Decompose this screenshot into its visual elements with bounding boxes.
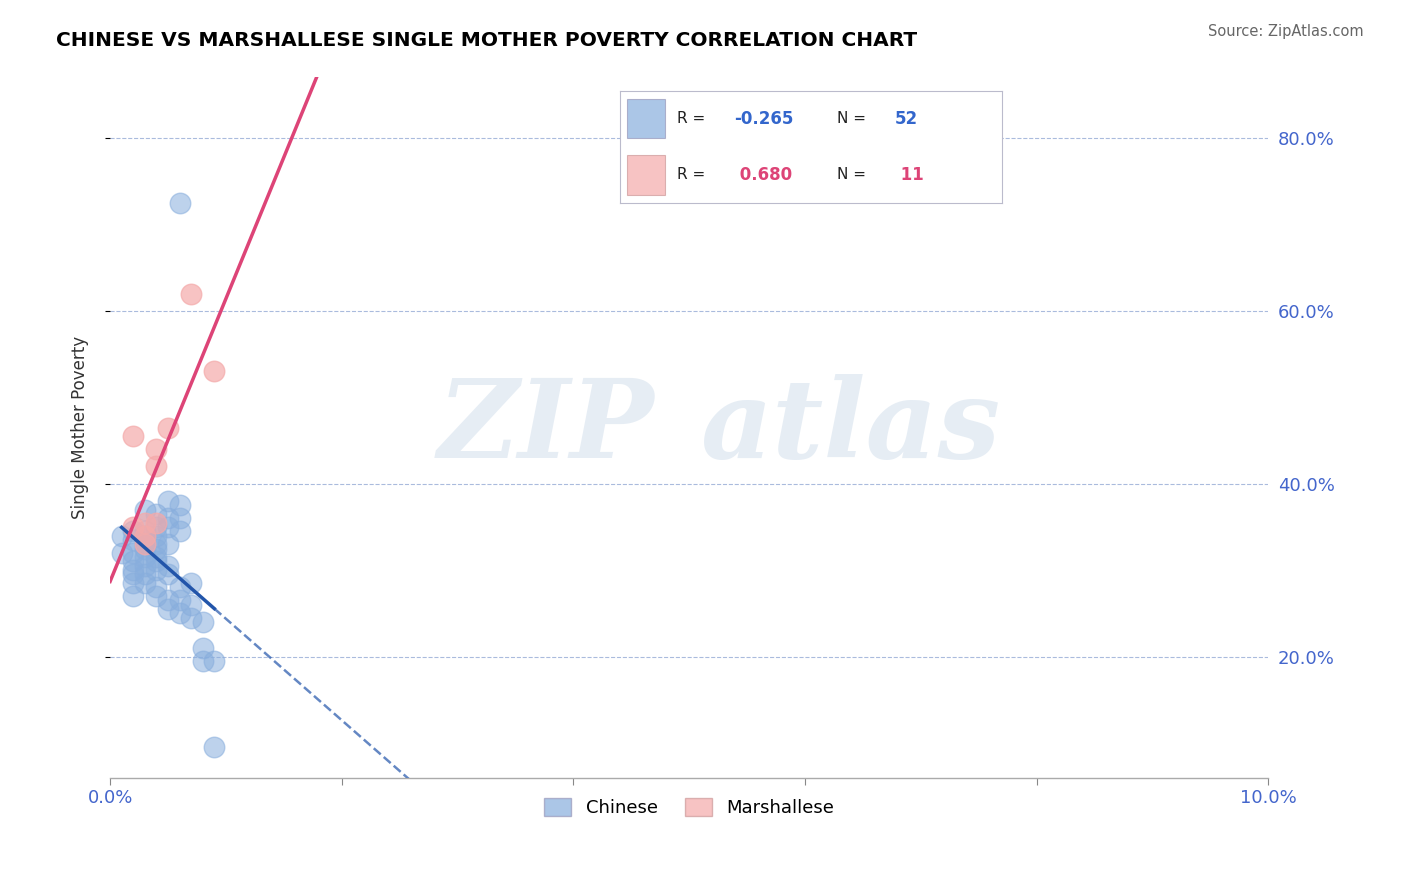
Point [145, 520, 167, 534]
Point [122, 576, 145, 591]
Point [156, 537, 179, 551]
Point [169, 195, 191, 210]
Text: ZIP: ZIP [437, 374, 654, 482]
Point [156, 558, 179, 573]
Point [134, 516, 156, 530]
Point [169, 607, 191, 621]
Y-axis label: Single Mother Poverty: Single Mother Poverty [72, 336, 89, 519]
Point [145, 589, 167, 603]
Point [134, 567, 156, 582]
Point [156, 511, 179, 525]
Point [180, 598, 202, 612]
Point [145, 550, 167, 565]
Point [122, 567, 145, 582]
Point [122, 589, 145, 603]
Point [122, 520, 145, 534]
Point [145, 554, 167, 568]
Point [134, 528, 156, 542]
Point [145, 459, 167, 474]
Point [134, 502, 156, 516]
Point [169, 511, 191, 525]
Point [156, 593, 179, 607]
Point [145, 563, 167, 577]
Point [191, 640, 214, 655]
Point [191, 615, 214, 629]
Point [180, 286, 202, 301]
Point [122, 546, 145, 560]
Point [134, 524, 156, 539]
Point [180, 610, 202, 624]
Point [134, 550, 156, 565]
Point [122, 524, 145, 539]
Point [180, 576, 202, 591]
Point [191, 654, 214, 668]
Legend: Chinese, Marshallese: Chinese, Marshallese [537, 790, 841, 824]
Text: CHINESE VS MARSHALLESE SINGLE MOTHER POVERTY CORRELATION CHART: CHINESE VS MARSHALLESE SINGLE MOTHER POV… [56, 31, 917, 50]
Point [156, 420, 179, 434]
Point [134, 528, 156, 542]
Point [111, 528, 134, 542]
Point [169, 581, 191, 595]
Point [202, 364, 225, 378]
Point [134, 558, 156, 573]
Point [145, 516, 167, 530]
Point [156, 567, 179, 582]
Point [145, 507, 167, 521]
Point [134, 576, 156, 591]
Point [122, 563, 145, 577]
Point [156, 494, 179, 508]
Point [202, 654, 225, 668]
Text: atlas: atlas [700, 374, 1001, 482]
Point [134, 537, 156, 551]
Point [122, 554, 145, 568]
Point [145, 537, 167, 551]
Point [169, 524, 191, 539]
Point [169, 498, 191, 512]
Point [134, 541, 156, 556]
Point [169, 593, 191, 607]
Point [145, 442, 167, 456]
Text: Source: ZipAtlas.com: Source: ZipAtlas.com [1208, 24, 1364, 39]
Point [145, 528, 167, 542]
Point [202, 740, 225, 755]
Point [134, 537, 156, 551]
Point [145, 581, 167, 595]
Point [156, 602, 179, 616]
Point [122, 429, 145, 443]
Point [156, 520, 179, 534]
Point [122, 533, 145, 547]
Point [111, 546, 134, 560]
Point [145, 541, 167, 556]
